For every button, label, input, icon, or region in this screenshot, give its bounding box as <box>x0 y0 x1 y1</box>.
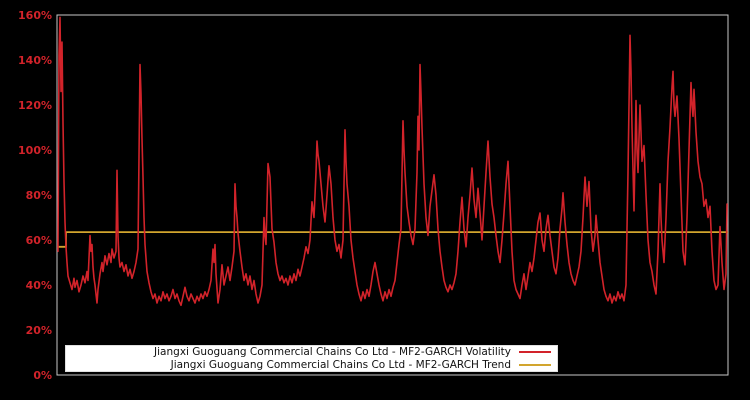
plot-border <box>56 14 729 376</box>
y-axis-label-80: 80% <box>25 188 52 202</box>
volatility-line <box>57 16 728 307</box>
y-axis-label-20: 20% <box>25 323 52 337</box>
legend-label-trend: Jiangxi Guoguang Commercial Chains Co Lt… <box>170 358 511 371</box>
legend-row-volatility: Jiangxi Guoguang Commercial Chains Co Lt… <box>66 346 557 359</box>
y-axis-label-160: 160% <box>18 8 52 22</box>
y-axis-label-120: 120% <box>18 98 52 112</box>
y-axis-label-0: 0% <box>33 368 52 382</box>
legend: Jiangxi Guoguang Commercial Chains Co Lt… <box>65 345 558 372</box>
y-axis-label-140: 140% <box>18 53 52 67</box>
legend-label-volatility: Jiangxi Guoguang Commercial Chains Co Lt… <box>154 346 511 359</box>
y-axis-label-60: 60% <box>25 233 52 247</box>
y-axis-label-100: 100% <box>18 143 52 157</box>
legend-row-trend: Jiangxi Guoguang Commercial Chains Co Lt… <box>66 359 557 372</box>
legend-sample-trend-line <box>519 363 551 366</box>
y-axis-label-40: 40% <box>25 278 52 292</box>
legend-sample-volatility-line <box>519 351 551 354</box>
